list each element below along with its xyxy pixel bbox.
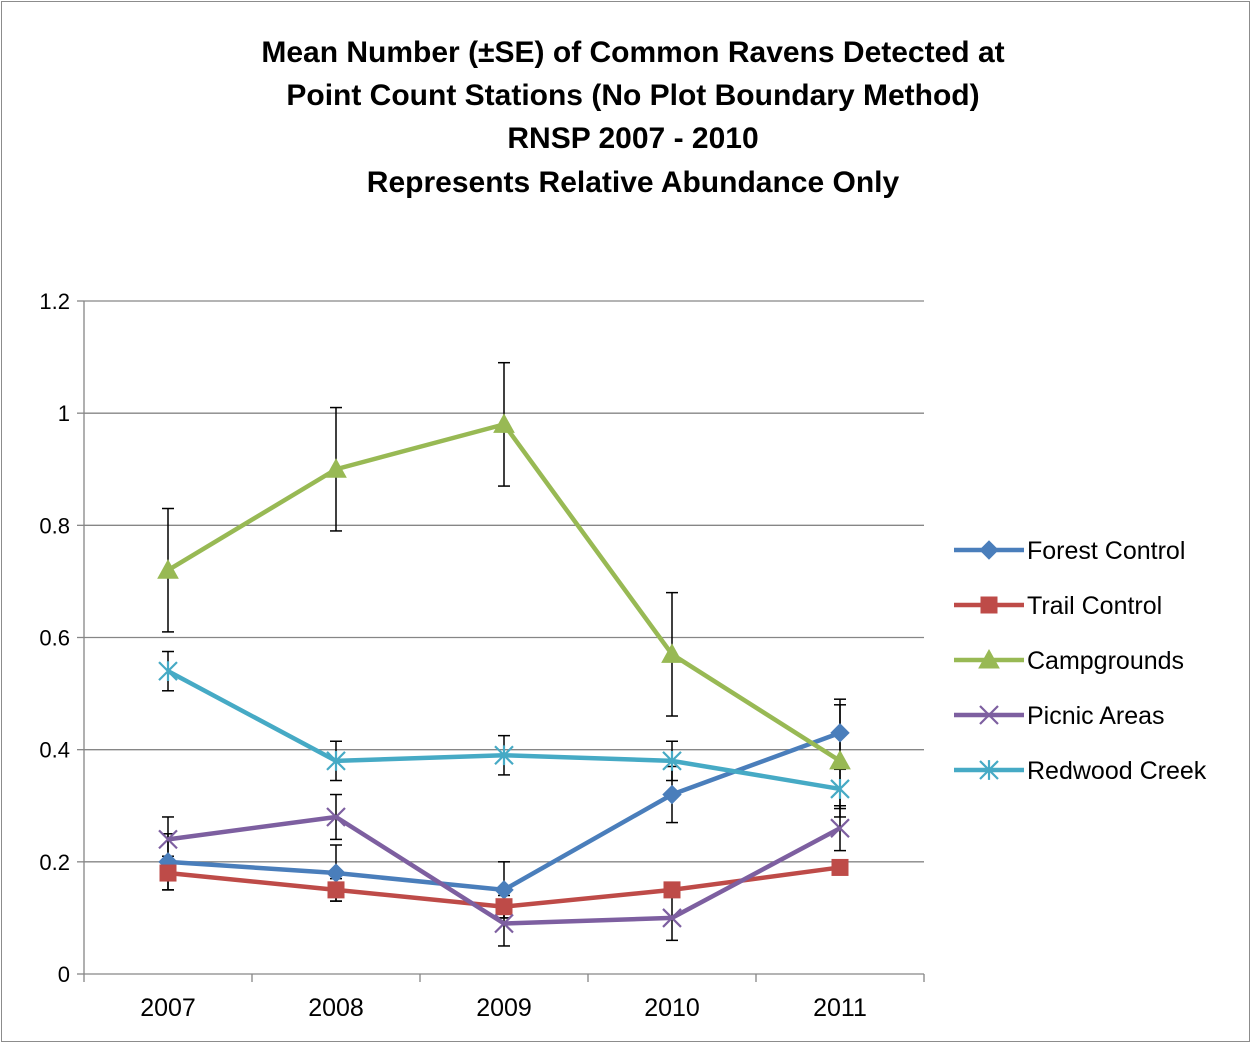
data-point <box>157 559 179 579</box>
x-tick-label: 2010 <box>644 994 700 1022</box>
data-point <box>159 864 177 882</box>
x-tick-label: 2011 <box>813 994 867 1022</box>
chart-title-line: Mean Number (±SE) of Common Ravens Detec… <box>261 36 1004 69</box>
data-point <box>494 745 514 766</box>
data-point <box>326 750 346 771</box>
chart-title-line: Point Count Stations (No Plot Boundary M… <box>286 79 979 112</box>
legend-marker <box>979 760 999 780</box>
data-point <box>494 880 514 900</box>
data-point <box>494 913 514 934</box>
data-point <box>326 863 346 883</box>
legend-marker <box>979 705 999 725</box>
x-tick-label: 2009 <box>476 994 532 1022</box>
data-point <box>663 881 681 899</box>
data-point <box>831 858 849 876</box>
y-tick-label: 1.2 <box>39 289 70 314</box>
legend-marker <box>979 540 999 560</box>
legend-label: Picnic Areas <box>1027 702 1165 730</box>
data-point <box>158 829 178 850</box>
tick-labels: 0 0.2 0.4 0.6 0.8 1 1.2 2007 2008 2009 2010 2011 <box>39 289 866 1022</box>
y-tick-label: 0.2 <box>39 850 70 875</box>
chart-title-line: Represents Relative Abundance Only <box>367 166 900 199</box>
data-point <box>327 881 345 899</box>
x-tick-label: 2008 <box>308 994 364 1022</box>
data-point <box>829 749 851 770</box>
legend-label: Trail Control <box>1027 592 1162 620</box>
legend: Forest Control Trail Control Campgrounds Pi… <box>954 537 1207 785</box>
y-tick-label: 0.4 <box>39 738 70 763</box>
data-point <box>662 908 682 928</box>
y-tick-label: 0.8 <box>39 513 70 538</box>
data-point <box>325 458 347 478</box>
data-point <box>326 807 346 827</box>
data-point <box>495 898 513 916</box>
data-point <box>158 661 178 682</box>
legend-label: Campgrounds <box>1027 647 1184 675</box>
axes <box>77 300 925 982</box>
y-tick-label: 0.6 <box>39 626 70 651</box>
data-point <box>662 750 682 771</box>
data-point <box>830 818 850 838</box>
legend-marker <box>978 648 1000 669</box>
y-tick-label: 1 <box>58 401 70 426</box>
series-lines <box>157 413 851 934</box>
chart-title: Mean Number (±SE) of Common Ravens Detec… <box>261 36 1004 199</box>
data-point <box>661 643 683 663</box>
y-tick-label: 0 <box>58 962 70 987</box>
error-bars <box>162 361 846 947</box>
legend-label: Forest Control <box>1027 537 1185 565</box>
data-point <box>830 779 850 799</box>
data-point <box>662 784 682 805</box>
legend-label: Redwood Creek <box>1027 757 1207 785</box>
legend-marker <box>980 596 998 614</box>
data-point <box>830 723 850 743</box>
data-point <box>493 413 515 433</box>
x-tick-label: 2007 <box>140 994 196 1022</box>
chart-title-line: RNSP 2007 - 2010 <box>507 122 758 155</box>
